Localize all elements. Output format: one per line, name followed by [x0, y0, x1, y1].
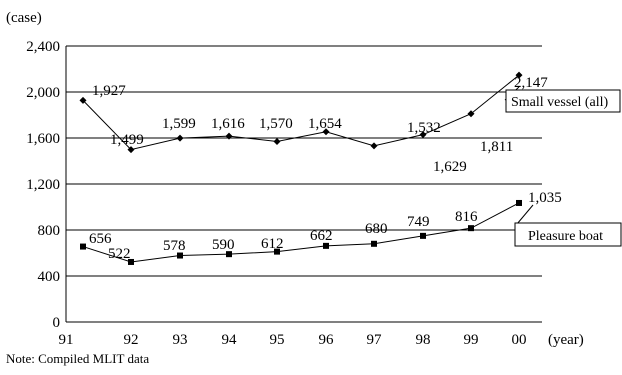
legend-label-pleasure-boat: Pleasure boat	[528, 229, 603, 244]
x-tick-label: 00	[512, 332, 527, 348]
x-tick-label: 97	[367, 332, 383, 348]
data-label-small-vessel: 1,811	[480, 139, 513, 155]
data-point-pleasure-boat	[80, 243, 86, 250]
y-tick-label: 0	[53, 315, 61, 331]
legend-leader-pleasure-boat	[516, 204, 534, 225]
data-point-pleasure-boat	[420, 232, 426, 239]
data-point-pleasure-boat	[177, 252, 183, 259]
data-label-small-vessel: 1,499	[110, 132, 144, 148]
source-note: Note: Compiled MLIT data	[6, 351, 150, 366]
data-point-pleasure-boat	[226, 251, 232, 258]
x-axis-label: (year)	[548, 332, 584, 348]
data-label-pleasure-boat: 816	[455, 209, 478, 225]
legend-box-pleasure-boat	[514, 222, 622, 247]
data-label-small-vessel: 1,629	[433, 159, 467, 175]
y-tick-label: 1,600	[26, 131, 60, 147]
data-point-pleasure-boat	[516, 199, 522, 206]
data-label-small-vessel: 1,599	[162, 116, 196, 132]
data-point-pleasure-boat	[371, 240, 377, 247]
data-label-pleasure-boat: 680	[365, 221, 388, 237]
series-line-2	[82, 202, 520, 263]
data-point-small-vessel	[515, 71, 523, 79]
data-label-pleasure-boat: 662	[310, 228, 333, 244]
y-tick-label: 400	[38, 269, 61, 285]
data-label-pleasure-boat: 656	[89, 231, 112, 247]
x-tick-label: 95	[270, 332, 285, 348]
legend-box-small-vessel	[505, 89, 621, 113]
x-tick-label: 94	[222, 332, 238, 348]
x-tick-label: 98	[416, 332, 431, 348]
data-point-pleasure-boat	[128, 258, 134, 265]
x-tick-label: 96	[319, 332, 335, 348]
data-point-pleasure-boat	[323, 242, 329, 249]
data-label-small-vessel: 1,927	[92, 83, 126, 99]
data-label-pleasure-boat: 578	[163, 238, 186, 254]
data-point-pleasure-boat	[468, 225, 474, 232]
y-tick-label: 2,000	[26, 85, 60, 101]
series-line-1	[82, 74, 520, 151]
data-label-small-vessel: 1,570	[259, 116, 293, 132]
y-tick-label: 2,400	[26, 39, 60, 55]
data-point-small-vessel	[419, 131, 427, 139]
x-tick-label: 91	[59, 332, 74, 348]
data-label-small-vessel: 1,532	[407, 120, 441, 136]
y-axis-label: (case)	[6, 10, 42, 26]
data-label-pleasure-boat: 749	[407, 214, 430, 230]
y-tick-label: 1,200	[26, 177, 60, 193]
legend-label-small-vessel: Small vessel (all)	[511, 95, 609, 110]
data-point-small-vessel	[273, 137, 281, 145]
data-label-pleasure-boat: 612	[261, 236, 284, 252]
x-tick-label: 92	[124, 332, 139, 348]
data-label-pleasure-boat: 522	[108, 246, 131, 262]
data-point-small-vessel	[467, 110, 475, 118]
data-point-small-vessel	[322, 128, 330, 136]
x-tick-label: 93	[173, 332, 188, 348]
y-tick-label: 800	[38, 223, 61, 239]
data-label-pleasure-boat: 590	[212, 237, 235, 253]
x-tick-label: 99	[464, 332, 479, 348]
data-point-small-vessel	[225, 132, 233, 140]
data-point-small-vessel	[176, 134, 184, 142]
data-point-small-vessel	[79, 96, 87, 104]
data-label-small-vessel: 2,147	[514, 75, 548, 91]
data-point-pleasure-boat	[274, 248, 280, 255]
data-label-pleasure-boat: 1,035	[528, 190, 562, 206]
data-label-small-vessel: 1,616	[211, 116, 245, 132]
data-point-small-vessel	[127, 146, 135, 154]
data-label-small-vessel: 1,654	[308, 116, 342, 132]
data-point-small-vessel	[370, 142, 378, 150]
